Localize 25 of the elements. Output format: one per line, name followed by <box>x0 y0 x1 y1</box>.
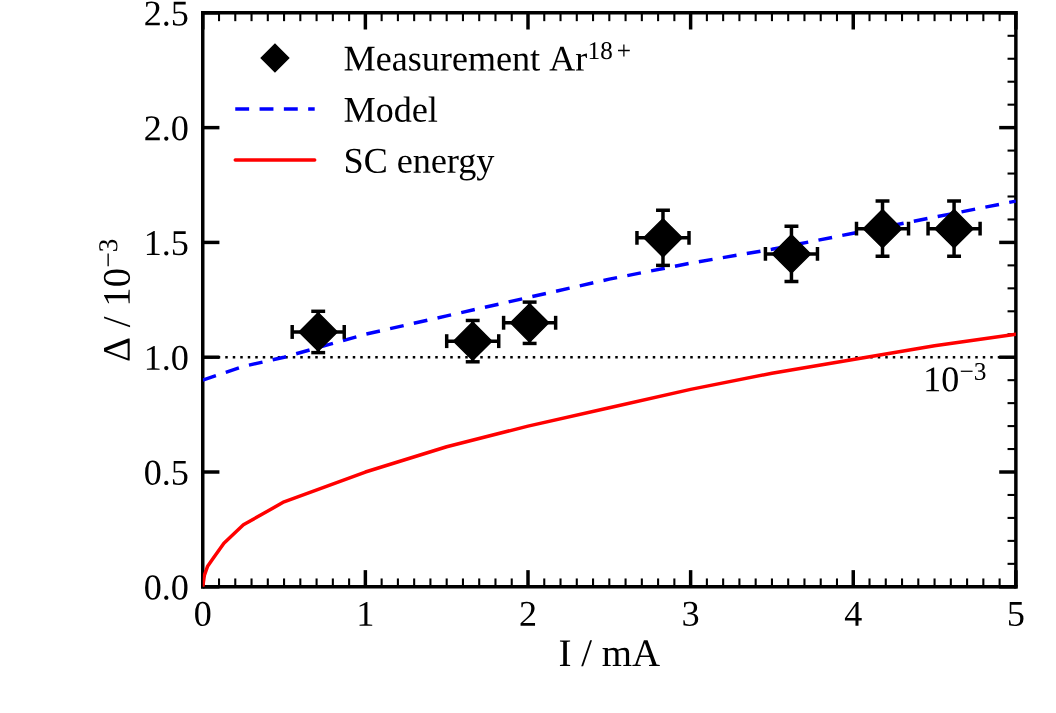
x-axis-title: I / mA <box>559 640 660 667</box>
y-tick-label: 0.0 <box>145 575 188 600</box>
point <box>862 208 903 249</box>
point <box>452 321 493 361</box>
point <box>934 208 974 249</box>
y-tick-label: 1.5 <box>146 231 188 256</box>
point <box>298 312 339 352</box>
legend-label: Measurement Ar$^{18+}$ <box>344 42 630 71</box>
y-tick-label: 0.5 <box>145 460 188 486</box>
point <box>643 217 683 258</box>
y-axis-title: Δ / 10$^{−3}$ <box>99 239 131 361</box>
ref-line-label: 10$^{−3}$ <box>926 362 986 392</box>
legend-label: Model <box>344 96 438 122</box>
x-tick-label: 4 <box>844 601 862 626</box>
legend-label: SC energy <box>346 148 495 181</box>
y-tick-label: 2.0 <box>145 116 188 141</box>
x-tick-label: 2 <box>520 601 536 626</box>
x-tick-label: 3 <box>683 601 699 627</box>
point <box>771 234 812 274</box>
x-tick-label: 1 <box>359 601 373 626</box>
x-tick-label: 0 <box>195 601 211 627</box>
x-tick-label: 5 <box>1008 602 1024 627</box>
y-tick-label: 1.0 <box>146 345 188 371</box>
y-tick-label: 2.5 <box>145 1 188 26</box>
point <box>509 302 550 343</box>
